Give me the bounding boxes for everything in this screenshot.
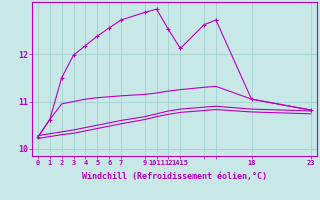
X-axis label: Windchill (Refroidissement éolien,°C): Windchill (Refroidissement éolien,°C) xyxy=(82,172,267,181)
